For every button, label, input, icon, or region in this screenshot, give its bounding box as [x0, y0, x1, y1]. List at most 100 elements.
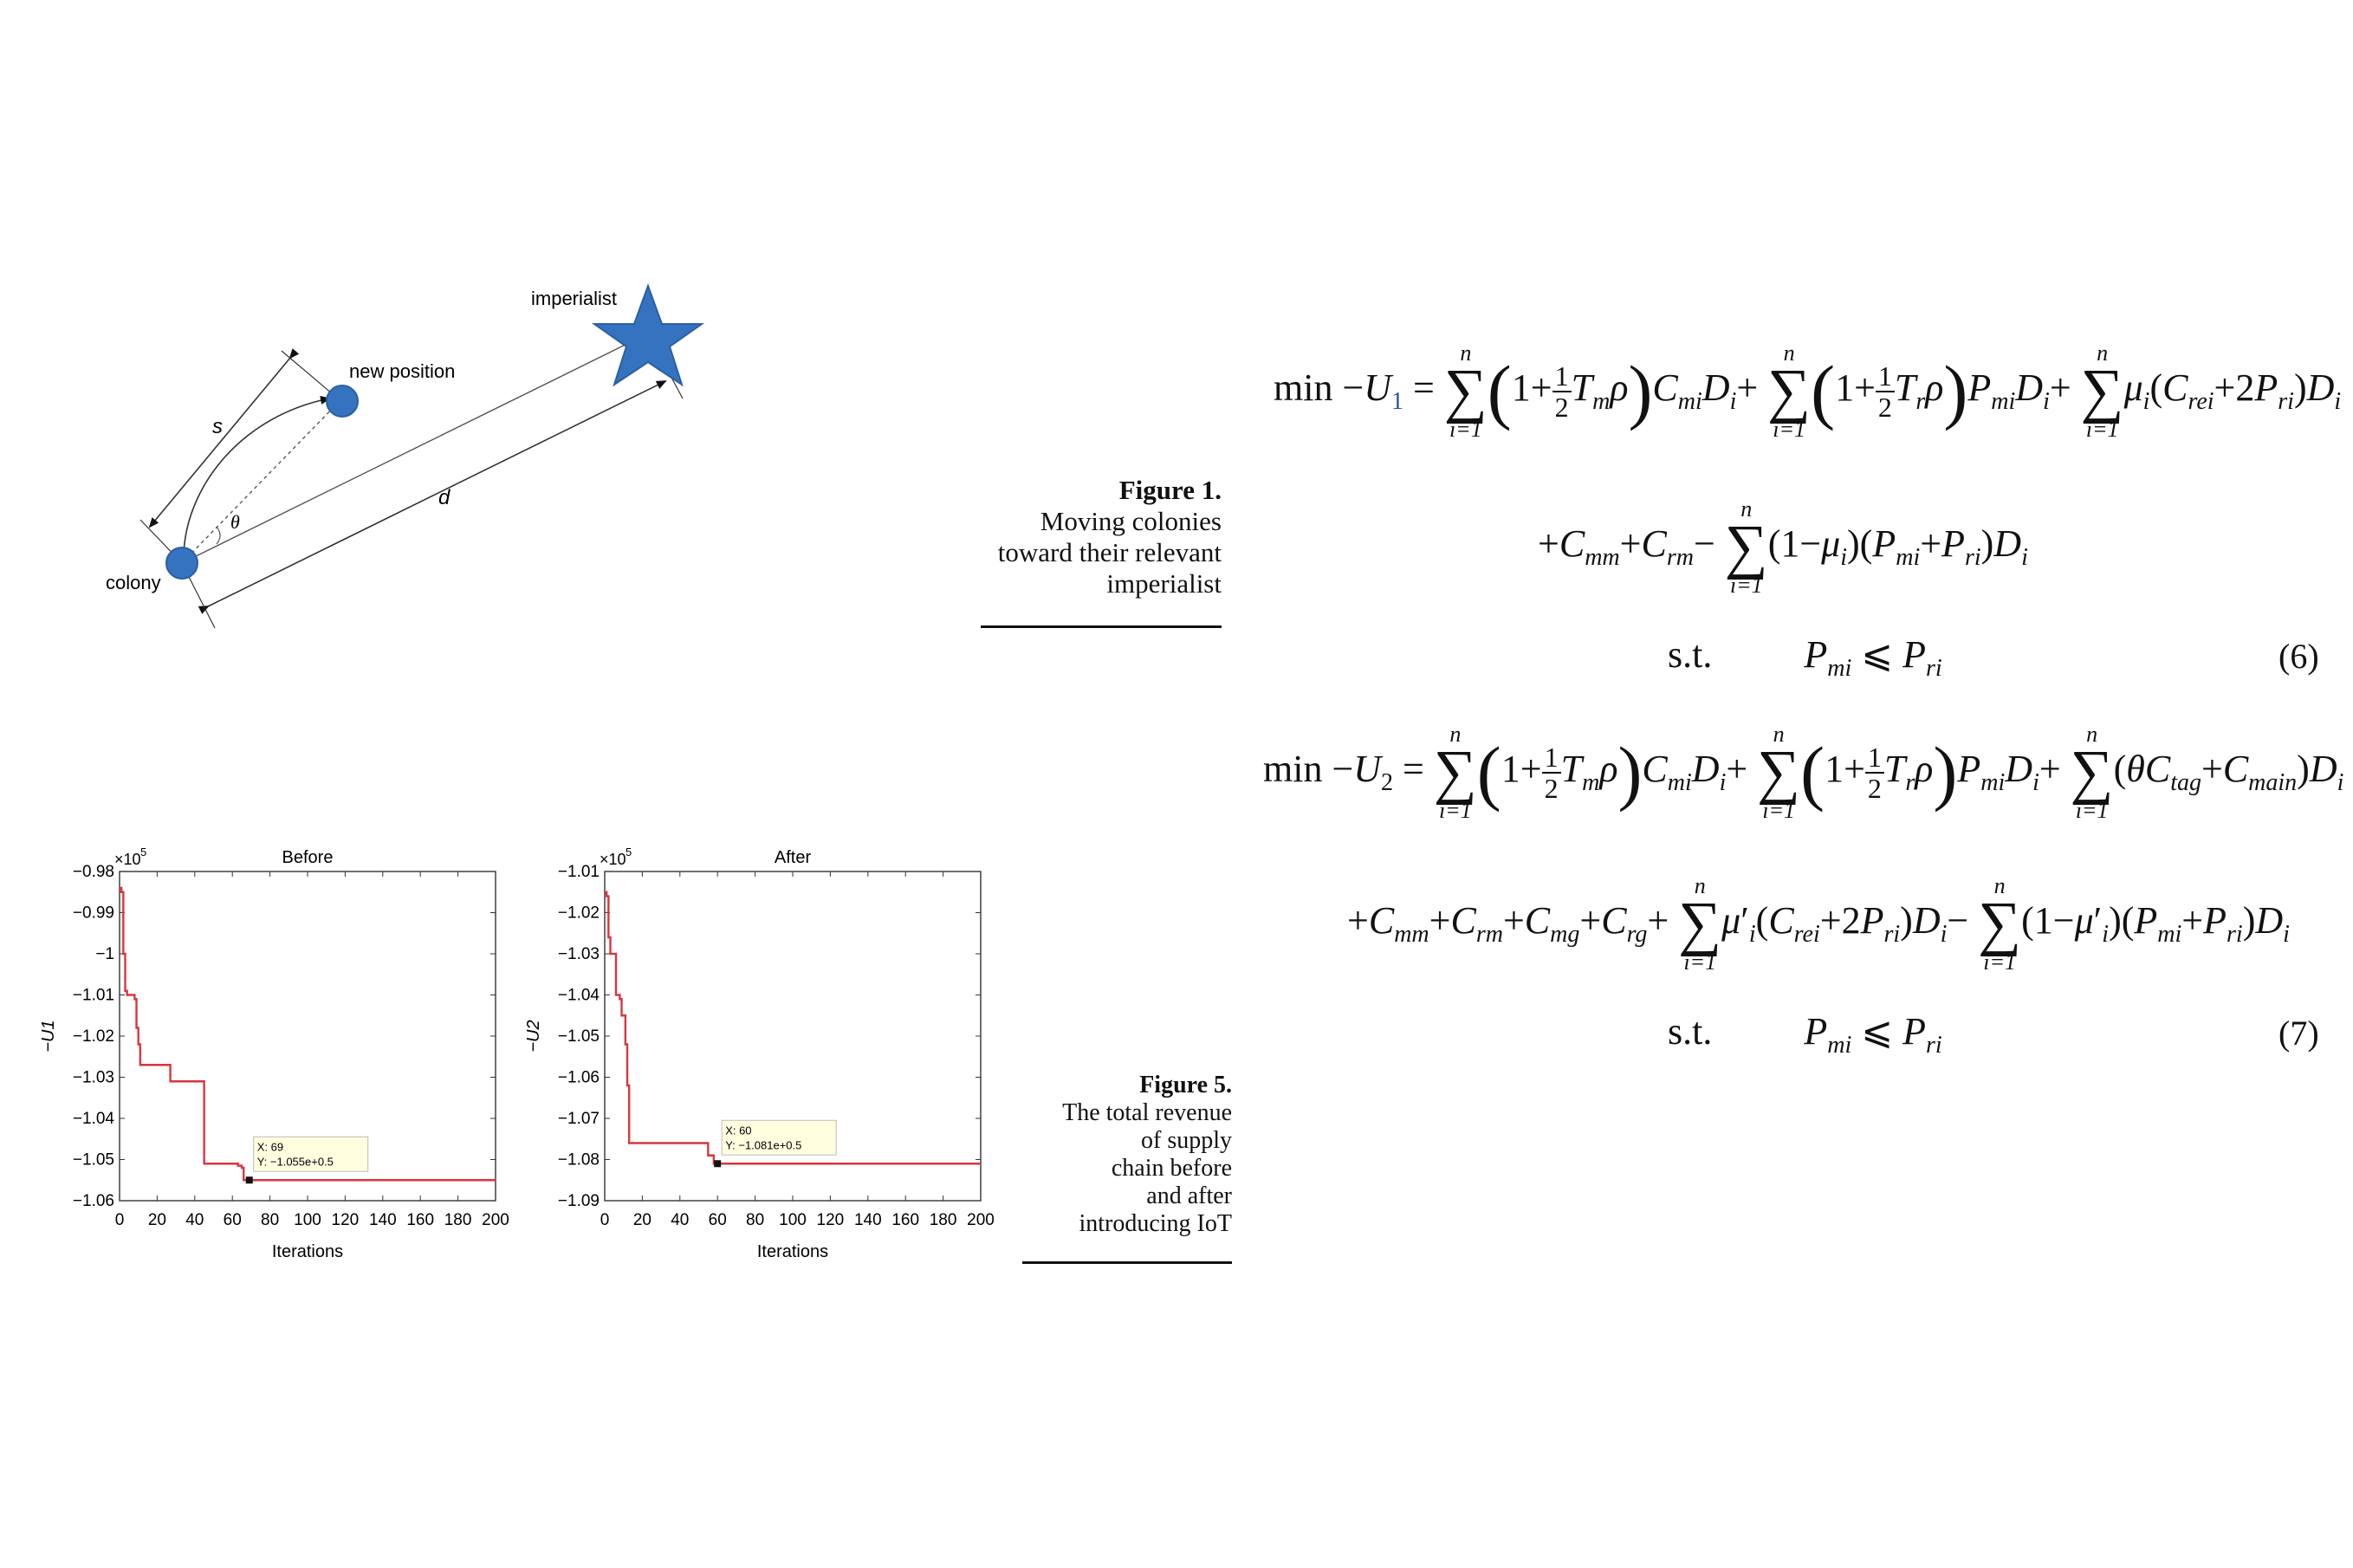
- x-tick-label: 20: [148, 1211, 166, 1229]
- imperialist-label: imperialist: [531, 288, 617, 309]
- datatip-x-label: X: 60: [725, 1124, 751, 1137]
- y-tick-label: −1.07: [558, 1110, 600, 1128]
- equation7-line2: +Cmm+Crm+Cmg+Crg+ n ∑ i=1 μ′i(Crei+2Pri)Di−…: [1347, 873, 2290, 975]
- theta-arc: [216, 526, 221, 545]
- datatip-y-label: Y: −1.081e+0.5: [725, 1138, 801, 1151]
- x-tick-label: 80: [261, 1211, 279, 1229]
- figure1-caption-line: imperialist: [1106, 568, 1222, 599]
- x-tick-label: 100: [779, 1211, 807, 1229]
- y-tick-label: −1.02: [558, 904, 600, 923]
- chart-after: After ×10 5 0 20 40 60 80 100 120 140 160 180 200 −1.0…: [524, 846, 995, 1261]
- series-line: [120, 886, 496, 1182]
- colony-point: [165, 547, 198, 580]
- y-tick-label: −1.04: [558, 987, 600, 1005]
- x-tick-label: 40: [185, 1211, 204, 1229]
- y-axis-label: −U1: [39, 1020, 58, 1052]
- x-tick-label: 80: [746, 1211, 764, 1229]
- equation6-line1: min −U1 = n ∑ i=1 (1+ 1 2 Tmρ)CmiDi+ n ∑ i=1 (1+ 1…: [1274, 340, 2342, 442]
- figure1-caption-line: toward their relevant: [997, 537, 1222, 567]
- figure5-caption-line: The total revenue: [1062, 1099, 1232, 1126]
- figure5-caption-line: of supply: [1141, 1127, 1232, 1154]
- x-tick-label: 180: [444, 1211, 472, 1229]
- equation6-line2: +Cmm+Crm− n ∑ i=1 (1−μi)(Pmi+Pri)Di: [1538, 496, 2028, 598]
- x-tick-label: 120: [817, 1211, 845, 1229]
- x-axis-label: Iterations: [757, 1242, 828, 1261]
- datatip-marker: [714, 1160, 722, 1168]
- y-tick-label: −0.99: [73, 904, 114, 923]
- x-tick-label: 60: [224, 1211, 242, 1229]
- y-tick-label: −1.06: [558, 1069, 600, 1087]
- x-tick-label: 160: [891, 1211, 919, 1229]
- y-exponent-label: ×10: [600, 851, 626, 868]
- imperialist-star-icon: [591, 283, 705, 387]
- x-tick-label: 0: [600, 1211, 610, 1229]
- y-tick-label: −0.98: [73, 863, 114, 881]
- s-label: s: [212, 415, 223, 438]
- x-tick-label: 60: [709, 1211, 727, 1229]
- movement-curve-arrow: [183, 396, 331, 555]
- x-tick-label: 100: [294, 1211, 321, 1229]
- y-tick-label: −1.01: [73, 987, 114, 1005]
- s-dimension-line: [148, 348, 300, 528]
- figure1-caption: Figure 1. Moving colonies toward their r…: [936, 475, 1222, 599]
- d-label: d: [438, 486, 451, 509]
- colony-label: colony: [106, 572, 161, 593]
- y-tick-label: −1.08: [558, 1151, 600, 1170]
- x-tick-label: 140: [854, 1211, 882, 1229]
- y-tick-label: −1.02: [73, 1027, 114, 1046]
- x-axis-label: Iterations: [272, 1242, 343, 1261]
- new-position-point: [326, 385, 359, 418]
- equation7-number: (7): [2278, 1014, 2319, 1053]
- y-tick-label: −1.05: [558, 1027, 600, 1046]
- datatip-box: [253, 1136, 369, 1172]
- x-tick-label: 160: [406, 1211, 434, 1229]
- y-axis-label: −U2: [524, 1020, 543, 1052]
- x-tick-label: 200: [967, 1211, 995, 1229]
- y-tick-label: −1: [95, 945, 114, 963]
- x-tick-label: 20: [633, 1211, 651, 1229]
- figure5-caption: Figure 5. The total revenue of supply ch…: [996, 1072, 1232, 1238]
- y-exponent-label: ×10: [114, 851, 141, 868]
- datatip-x-label: X: 69: [257, 1140, 283, 1153]
- chart-title: After: [775, 848, 812, 867]
- y-exponent-power: 5: [626, 846, 632, 859]
- d-dimension-line: [198, 380, 667, 614]
- x-tick-label: 120: [332, 1211, 360, 1229]
- equation6-st: s.t.: [1668, 633, 1713, 676]
- datatip-y-label: Y: −1.055e+0.5: [257, 1155, 334, 1168]
- y-tick-label: −1.05: [73, 1151, 114, 1170]
- x-tick-label: 180: [930, 1211, 957, 1229]
- x-tick-label: 40: [671, 1211, 689, 1229]
- series-line: [605, 891, 981, 1165]
- x-tick-label: 0: [115, 1211, 125, 1229]
- y-tick-label: −1.04: [73, 1110, 115, 1128]
- datatip-box: [721, 1119, 837, 1156]
- equation6-number: (6): [2278, 637, 2319, 676]
- x-tick-label: 140: [369, 1211, 397, 1229]
- equation7-st: s.t.: [1668, 1010, 1713, 1053]
- theta-label: θ: [230, 511, 240, 533]
- figure5-caption-rule: [1022, 1261, 1232, 1264]
- equation7-constraint: s.t. Pmi ⩽ Pri: [1668, 1010, 1942, 1059]
- y-tick-label: −1.09: [558, 1192, 600, 1210]
- chart-before: Before ×10 5 0 20 40 60 80 100 120 140 160 180 200 −0.…: [39, 846, 509, 1261]
- y-exponent-power: 5: [140, 846, 146, 859]
- y-tick-label: −1.03: [558, 945, 600, 963]
- figure5-caption-line: and after: [1146, 1182, 1232, 1209]
- figure5-caption-line: introducing IoT: [1079, 1210, 1232, 1237]
- figure1-caption-rule: [981, 625, 1222, 628]
- equation6-constraint: s.t. Pmi ⩽ Pri: [1668, 633, 1942, 682]
- figure5-caption-line: chain before: [1111, 1155, 1232, 1182]
- x-tick-label: 200: [482, 1211, 509, 1229]
- figure1-caption-line: Moving colonies: [1040, 506, 1222, 536]
- figure5-number: Figure 5.: [1139, 1072, 1232, 1098]
- figure1-number: Figure 1.: [1118, 475, 1222, 505]
- y-tick-label: −1.01: [558, 863, 600, 881]
- datatip-marker: [245, 1176, 253, 1184]
- y-tick-label: −1.06: [73, 1192, 114, 1210]
- figure1-diagram: imperialist new position colony s d θ: [106, 283, 705, 629]
- y-tick-label: −1.03: [73, 1069, 114, 1087]
- chart-title: Before: [282, 848, 334, 867]
- equation7-line1: min −U2 = n ∑ i=1 (1+ 1 2 Tmρ)CmiDi+ n ∑ i=1 (1+ 1…: [1263, 722, 2344, 823]
- new-position-label: new position: [349, 360, 455, 382]
